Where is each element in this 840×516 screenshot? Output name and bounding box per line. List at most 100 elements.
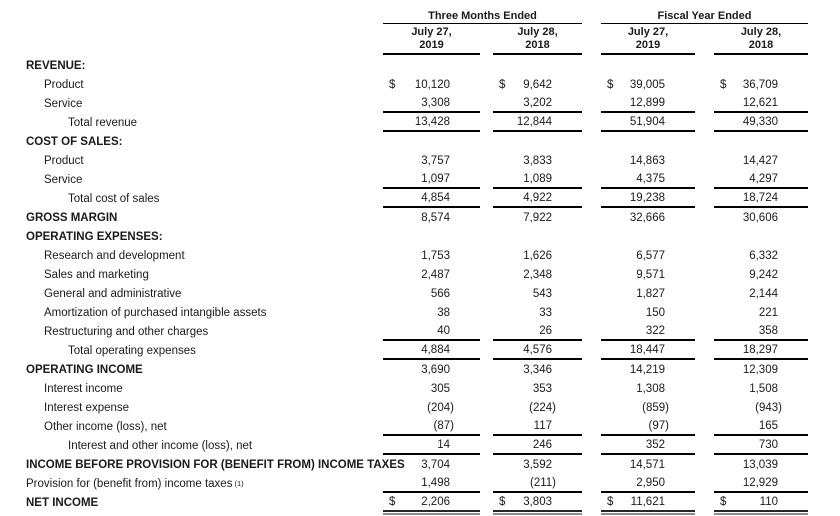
column-header-year: 2018 bbox=[525, 38, 550, 51]
amount-cell: 9,242 bbox=[714, 265, 808, 284]
amount-value: 14,427 bbox=[742, 154, 778, 167]
amount-cell: 2,144 bbox=[714, 284, 808, 303]
amount-cell: 1,508 bbox=[714, 379, 808, 398]
table-row: Sales and marketing 2,487 2,348 9,571 9,242 bbox=[0, 265, 840, 284]
amount-value: 4,297 bbox=[749, 172, 778, 185]
amount-cell: 1,827 bbox=[601, 284, 695, 303]
amount-cell: 7,922 bbox=[493, 208, 582, 227]
amount-cell: 14,863 bbox=[601, 151, 695, 170]
amount-value: 6,577 bbox=[636, 249, 665, 262]
amount-cell: 19,238 bbox=[601, 189, 695, 208]
amount-value: 543 bbox=[532, 287, 552, 300]
amount-value: 9,571 bbox=[636, 268, 665, 281]
amount-value: 12,899 bbox=[629, 96, 665, 109]
row-label-text: Research and development bbox=[44, 249, 185, 262]
amount-value: 9,642 bbox=[523, 78, 552, 91]
amount-cell: 3,202 bbox=[493, 94, 582, 113]
amount-cell: $2,206 bbox=[383, 493, 480, 515]
amount-value: 12,844 bbox=[516, 115, 552, 128]
amount-cell: (859) bbox=[601, 398, 695, 417]
amount-value: 36,709 bbox=[742, 78, 778, 91]
amount-value: 110 bbox=[759, 495, 778, 508]
row-label: General and administrative bbox=[0, 284, 383, 303]
amount-cell: 38 bbox=[383, 303, 480, 322]
column-header: July 28, 2018 bbox=[493, 26, 582, 55]
dollar-sign: $ bbox=[720, 78, 727, 91]
dollar-sign: $ bbox=[499, 495, 506, 508]
row-label-text: NET INCOME bbox=[26, 496, 99, 509]
amount-value: 3,690 bbox=[421, 363, 450, 376]
amount-value: 12,621 bbox=[742, 96, 778, 109]
amount-value: 3,704 bbox=[421, 458, 450, 471]
amount-cell: 14,571 bbox=[601, 455, 695, 474]
amount-cell: 14,219 bbox=[601, 360, 695, 379]
dollar-sign: $ bbox=[389, 78, 396, 91]
table-row: OPERATING INCOME 3,690 3,346 14,219 12,309 bbox=[0, 360, 840, 379]
amount-cell: 1,308 bbox=[601, 379, 695, 398]
amount-value: 4,576 bbox=[523, 343, 552, 356]
amount-cell: 4,922 bbox=[493, 189, 582, 208]
amount-cell: 358 bbox=[714, 322, 808, 341]
amount-cell: $10,120 bbox=[383, 75, 480, 94]
table-row: Service 3,308 3,202 12,899 12,621 bbox=[0, 94, 840, 113]
amount-value: (211) bbox=[530, 476, 556, 489]
row-label-text: General and administrative bbox=[44, 287, 182, 300]
amount-cell: (943) bbox=[714, 398, 808, 417]
amount-value: 1,308 bbox=[636, 382, 665, 395]
amount-cell: $3,803 bbox=[493, 493, 582, 515]
dollar-sign: $ bbox=[607, 78, 614, 91]
amount-value: 51,904 bbox=[629, 115, 665, 128]
amount-value: (87) bbox=[433, 419, 454, 432]
dollar-sign: $ bbox=[389, 495, 396, 508]
amount-cell: 18,447 bbox=[601, 341, 695, 360]
row-label-text: Other income (loss), net bbox=[44, 420, 167, 433]
amount-cell: 12,844 bbox=[493, 113, 582, 132]
amount-value: 353 bbox=[532, 382, 552, 395]
amount-cell: 322 bbox=[601, 322, 695, 341]
amount-value: 32,666 bbox=[629, 211, 665, 224]
row-label: Interest expense bbox=[0, 398, 383, 417]
table-row: Amortization of purchased intangible ass… bbox=[0, 303, 840, 322]
column-header-year: 2019 bbox=[635, 38, 661, 51]
amount-value: 9,242 bbox=[749, 268, 778, 281]
amount-cell: 1,626 bbox=[493, 246, 582, 265]
amount-value: 7,922 bbox=[523, 211, 552, 224]
amount-cell: 51,904 bbox=[601, 113, 695, 132]
row-label-text: COST OF SALES: bbox=[26, 135, 123, 148]
amount-value: 4,375 bbox=[636, 172, 665, 185]
amount-cell: 49,330 bbox=[714, 113, 808, 132]
column-header-year: 2018 bbox=[748, 38, 774, 51]
amount-value: (859) bbox=[642, 401, 669, 414]
row-label: Amortization of purchased intangible ass… bbox=[0, 303, 383, 322]
amount-cell: 3,690 bbox=[383, 360, 480, 379]
amount-cell: 117 bbox=[493, 417, 582, 436]
amount-value: (943) bbox=[755, 401, 782, 414]
amount-value: 2,144 bbox=[749, 287, 778, 300]
amount-value: 40 bbox=[437, 324, 450, 337]
amount-cell: 2,487 bbox=[383, 265, 480, 284]
column-group-title: Fiscal Year Ended bbox=[601, 10, 808, 24]
amount-cell: 14 bbox=[383, 436, 480, 455]
amount-cell: 40 bbox=[383, 322, 480, 341]
amount-cell: 12,899 bbox=[601, 94, 695, 113]
amount-value: (204) bbox=[427, 401, 454, 414]
table-row: Research and development 1,753 1,626 6,577 6… bbox=[0, 246, 840, 265]
row-label-text: Interest income bbox=[44, 382, 123, 395]
amount-cell: $11,621 bbox=[601, 493, 695, 515]
row-label: Sales and marketing bbox=[0, 265, 383, 284]
column-group-title: Three Months Ended bbox=[383, 10, 582, 24]
amount-cell: 150 bbox=[601, 303, 695, 322]
amount-cell: 353 bbox=[493, 379, 582, 398]
amount-cell: 3,757 bbox=[383, 151, 480, 170]
amount-value: 1,097 bbox=[421, 172, 450, 185]
amount-cell: (204) bbox=[383, 398, 480, 417]
amount-value: 26 bbox=[539, 324, 552, 337]
amount-value: 18,447 bbox=[629, 343, 665, 356]
amount-value: 117 bbox=[533, 419, 552, 432]
column-header-date: July 28, bbox=[517, 26, 558, 38]
amount-value: 14,863 bbox=[629, 154, 665, 167]
amount-cell bbox=[383, 56, 480, 75]
column-group-header-row: Three Months Ended Fiscal Year Ended bbox=[0, 8, 840, 24]
row-label: Other income (loss), net bbox=[0, 417, 383, 436]
amount-value: 221 bbox=[758, 306, 778, 319]
